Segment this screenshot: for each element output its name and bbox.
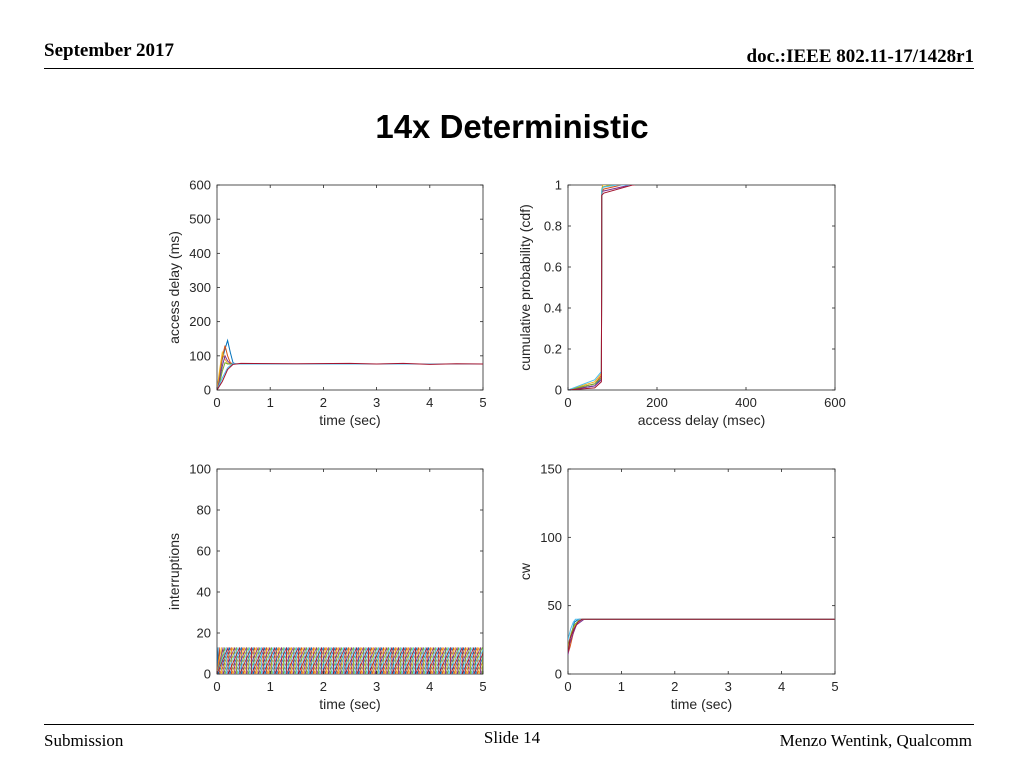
y-tick-label: 0.2 [544, 342, 562, 357]
y-tick-label: 80 [197, 503, 211, 518]
y-axis-label: cumulative probability (cdf) [517, 204, 533, 371]
x-tick-label: 2 [320, 679, 327, 694]
y-tick-label: 0.6 [544, 260, 562, 275]
y-tick-label: 300 [189, 280, 211, 295]
y-axis-label: access delay (ms) [166, 231, 182, 344]
y-axis-label: interruptions [166, 533, 182, 610]
footer-submission: Submission [44, 731, 124, 750]
footer-divider [44, 724, 974, 725]
y-tick-label: 100 [189, 348, 211, 363]
plot-frame [567, 184, 836, 391]
series-line-7 [568, 185, 635, 390]
x-tick-label: 2 [671, 679, 678, 694]
chart-access-delay: 0 1 2 3 4 5 0 100 200 300 400 500 600 time (sec) acces… [166, 178, 487, 429]
x-tick-label: 400 [735, 395, 757, 410]
y-tick-label: 60 [197, 544, 211, 559]
y-tick-label: 400 [189, 246, 211, 261]
x-tick-label: 0 [213, 395, 220, 410]
header-date: September 2017 [44, 40, 174, 61]
x-tick-label: 4 [778, 679, 785, 694]
x-tick-label: 600 [824, 395, 846, 410]
y-tick-label: 500 [189, 212, 211, 227]
plot-frame [567, 468, 836, 675]
y-tick-label: 0 [204, 383, 211, 398]
series-group [217, 338, 483, 390]
y-tick-label: 0 [555, 667, 562, 682]
x-axis-label: time (sec) [671, 696, 732, 712]
x-tick-label: 1 [618, 679, 625, 694]
x-tick-label: 1 [267, 679, 274, 694]
series-group [568, 618, 835, 655]
x-axis-label: time (sec) [319, 412, 380, 428]
x-tick-label: 5 [479, 679, 486, 694]
y-tick-label: 100 [189, 462, 211, 477]
chart-interruptions: 0 1 2 3 4 5 0 20 40 60 80 100 time (sec) interruption… [166, 462, 487, 713]
x-tick-label: 1 [267, 395, 274, 410]
footer-slide-number: Slide 14 [483, 728, 541, 747]
x-tick-label: 3 [373, 395, 380, 410]
y-tick-label: 600 [189, 178, 211, 193]
x-tick-label: 5 [479, 395, 486, 410]
series-group [217, 647, 483, 674]
y-tick-label: 200 [189, 314, 211, 329]
series-line-7 [568, 618, 835, 653]
y-tick-label: 0 [555, 383, 562, 398]
series-line-7 [217, 362, 483, 390]
y-tick-label: 0.8 [544, 219, 562, 234]
plot-frame [216, 468, 484, 675]
plot-frame [216, 184, 484, 391]
x-tick-label: 4 [426, 395, 433, 410]
y-tick-label: 150 [540, 462, 562, 477]
chart-cdf: 0 200 400 600 0 0.2 0.4 0.6 0.8 1 access delay (ms… [517, 178, 846, 429]
series-line-6 [568, 185, 635, 390]
y-tick-label: 50 [548, 598, 562, 613]
x-axis-label: access delay (msec) [638, 412, 766, 428]
x-tick-label: 0 [213, 679, 220, 694]
header-doc-id: doc.:IEEE 802.11-17/1428r1 [746, 46, 974, 67]
x-axis-label: time (sec) [319, 696, 380, 712]
y-tick-label: 40 [197, 585, 211, 600]
x-tick-label: 2 [320, 395, 327, 410]
x-tick-label: 3 [373, 679, 380, 694]
y-tick-label: 100 [540, 530, 562, 545]
series-group [568, 185, 635, 390]
y-axis-label: cw [517, 562, 533, 580]
x-tick-label: 200 [646, 395, 668, 410]
y-tick-label: 1 [555, 178, 562, 193]
y-tick-label: 0.4 [544, 301, 562, 316]
y-tick-label: 20 [197, 626, 211, 641]
slide-title: 14x Deterministic [375, 108, 649, 145]
x-tick-label: 0 [564, 395, 571, 410]
x-tick-label: 5 [831, 679, 838, 694]
series-line-7 [217, 647, 483, 674]
x-tick-label: 3 [725, 679, 732, 694]
x-tick-label: 4 [426, 679, 433, 694]
footer-author: Menzo Wentink, Qualcomm [779, 731, 972, 750]
header-divider [44, 68, 974, 69]
x-tick-label: 0 [564, 679, 571, 694]
y-tick-label: 0 [204, 667, 211, 682]
